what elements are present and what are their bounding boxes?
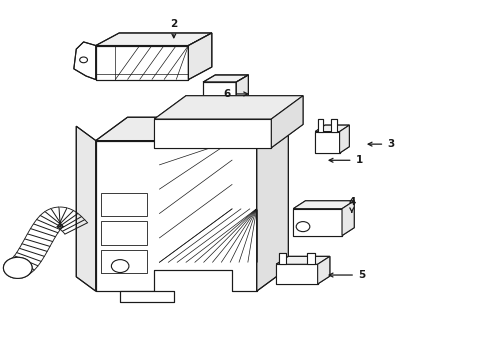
Polygon shape bbox=[236, 75, 248, 103]
Polygon shape bbox=[203, 75, 248, 82]
Circle shape bbox=[4, 258, 31, 278]
Polygon shape bbox=[276, 256, 329, 264]
Polygon shape bbox=[218, 103, 226, 111]
Polygon shape bbox=[154, 119, 271, 148]
Polygon shape bbox=[203, 82, 236, 103]
Polygon shape bbox=[341, 201, 353, 235]
Polygon shape bbox=[96, 140, 256, 291]
Polygon shape bbox=[279, 253, 286, 264]
Text: 5: 5 bbox=[328, 270, 365, 280]
Polygon shape bbox=[74, 42, 96, 80]
Polygon shape bbox=[120, 291, 173, 302]
Polygon shape bbox=[76, 126, 96, 291]
Text: 1: 1 bbox=[328, 155, 362, 165]
Polygon shape bbox=[317, 256, 329, 284]
Polygon shape bbox=[271, 96, 303, 148]
Polygon shape bbox=[96, 117, 288, 140]
Text: 6: 6 bbox=[224, 89, 247, 99]
Polygon shape bbox=[315, 125, 348, 132]
Polygon shape bbox=[307, 253, 314, 264]
Polygon shape bbox=[293, 201, 353, 209]
Polygon shape bbox=[206, 103, 214, 111]
Polygon shape bbox=[154, 96, 303, 119]
Text: 4: 4 bbox=[347, 197, 355, 212]
Polygon shape bbox=[96, 45, 188, 80]
Text: 3: 3 bbox=[367, 139, 394, 149]
Polygon shape bbox=[276, 264, 317, 284]
Text: 2: 2 bbox=[170, 19, 177, 38]
Polygon shape bbox=[315, 132, 339, 153]
Polygon shape bbox=[293, 209, 341, 235]
Polygon shape bbox=[188, 33, 211, 80]
Polygon shape bbox=[317, 119, 323, 132]
Polygon shape bbox=[330, 119, 336, 132]
Polygon shape bbox=[256, 117, 288, 291]
Polygon shape bbox=[226, 103, 234, 111]
Polygon shape bbox=[339, 125, 348, 153]
Polygon shape bbox=[96, 33, 211, 45]
